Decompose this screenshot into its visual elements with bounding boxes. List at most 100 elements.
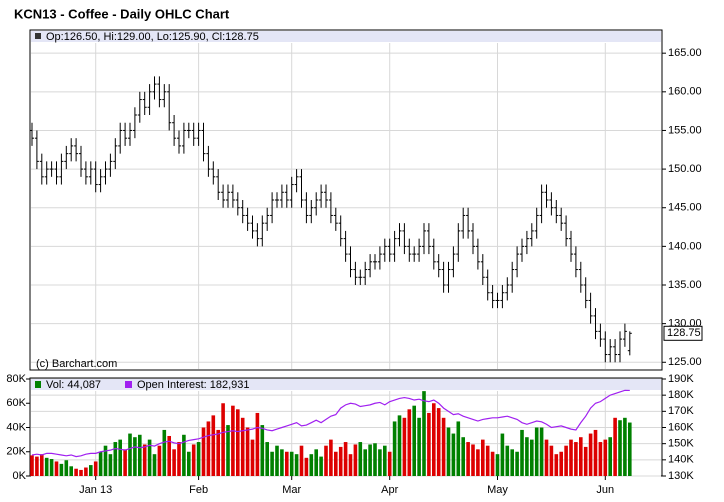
x-tick-label: Jun: [596, 484, 614, 496]
volume-bar: [378, 449, 382, 476]
volume-bar: [583, 446, 588, 476]
y-tick-label: 20K: [6, 446, 26, 458]
chart-title: KCN13 - Coffee - Daily OHLC Chart: [14, 6, 230, 21]
volume-bar: [79, 469, 83, 476]
volume-bar: [118, 439, 122, 476]
x-tick-label: May: [487, 484, 508, 496]
volume-bar: [471, 444, 475, 476]
volume-bar: [74, 468, 78, 476]
volume-bar: [152, 454, 157, 476]
y-tick-label: 135.00: [668, 279, 702, 291]
credit: (c) Barchart.com: [36, 358, 117, 370]
x-tick-label: Jan 13: [79, 484, 112, 496]
volume-bar: [422, 391, 426, 476]
price-legend: Op:126.50, Hi:129.00, Lo:125.90, Cl:128.…: [46, 31, 259, 43]
volume-bar: [466, 442, 470, 476]
volume-bar: [329, 439, 333, 476]
volume-bar: [196, 442, 201, 476]
volume-bar: [314, 449, 318, 476]
volume-bar: [363, 449, 367, 476]
volume-bar: [280, 449, 284, 476]
volume-bar: [554, 454, 559, 476]
volume-bar: [30, 455, 34, 476]
volume-bar: [373, 443, 377, 476]
legend-swatch: [35, 33, 41, 39]
volume-bar: [603, 439, 608, 476]
volume-bar: [167, 435, 171, 476]
volume-bar: [133, 437, 137, 476]
volume-bar: [417, 417, 421, 476]
volume-bar: [397, 415, 402, 476]
volume-bar: [539, 427, 544, 476]
volume-bar: [485, 445, 490, 476]
volume-bar: [93, 461, 98, 476]
legend-band: [31, 379, 661, 390]
volume-bar: [520, 429, 524, 476]
volume-bar: [343, 442, 348, 476]
legend-swatch: [125, 381, 132, 388]
volume-bar: [69, 466, 73, 476]
volume-bar: [407, 409, 412, 476]
x-tick-label: Mar: [282, 484, 301, 496]
volume-bar: [49, 459, 54, 476]
x-tick-label: Apr: [381, 484, 398, 496]
volume-bar: [260, 425, 265, 476]
volume-bar: [383, 445, 387, 476]
volume-bar: [608, 437, 612, 476]
volume-bar: [593, 429, 598, 476]
volume-bar: [495, 454, 500, 476]
volume-bar: [412, 405, 416, 476]
legend-entry: Open Interest: 182,931: [137, 379, 250, 391]
volume-bar: [285, 451, 289, 476]
volume-bar: [113, 442, 118, 476]
volume-bar: [353, 444, 358, 476]
last-price-box: [663, 325, 703, 341]
volume-bar: [505, 445, 510, 476]
y-tick-label: 155.00: [668, 124, 702, 136]
volume-bar: [187, 451, 191, 476]
volume-bar: [206, 421, 211, 476]
volume-bar: [628, 422, 632, 476]
volume-bar: [530, 439, 534, 476]
volume-bar: [226, 425, 230, 476]
volume-bar: [191, 444, 196, 476]
legend-band: [31, 31, 661, 42]
volume-bar: [598, 442, 603, 476]
volume-bar: [64, 460, 69, 476]
volume-bar: [441, 417, 446, 476]
volume-bar: [309, 454, 314, 476]
volume-bar: [436, 408, 441, 476]
y2-tick-label: 160K: [668, 421, 694, 433]
volume-bar: [451, 433, 456, 476]
y-tick-label: 165.00: [668, 47, 702, 59]
volume-bar: [216, 429, 220, 476]
last-price-label: 128.75: [667, 327, 701, 339]
volume-bar: [270, 451, 274, 476]
legend-swatch: [35, 381, 41, 388]
volume-bar: [84, 467, 88, 476]
volume-bar: [544, 439, 549, 476]
volume-bar: [481, 439, 485, 476]
volume-bar: [275, 445, 279, 476]
volume-bar: [54, 461, 59, 476]
volume-bar: [211, 415, 216, 476]
volume-bar: [446, 427, 451, 476]
volume-bar: [358, 442, 363, 476]
volume-bar: [559, 451, 563, 476]
volume-bar: [245, 427, 250, 476]
volume-bar: [476, 449, 480, 476]
volume-bar: [289, 451, 294, 476]
volume-bar: [231, 405, 235, 476]
volume-bar: [534, 427, 539, 476]
y-tick-label: 160.00: [668, 86, 702, 98]
volume-bar: [324, 445, 328, 476]
volume-bar: [294, 454, 299, 476]
volume-bar: [128, 433, 132, 476]
legend-entry: Vol: 44,087: [46, 379, 101, 391]
volume-bar: [172, 449, 176, 476]
volume-bar: [618, 420, 622, 476]
volume-bar: [162, 429, 167, 476]
volume-bar: [35, 456, 39, 476]
